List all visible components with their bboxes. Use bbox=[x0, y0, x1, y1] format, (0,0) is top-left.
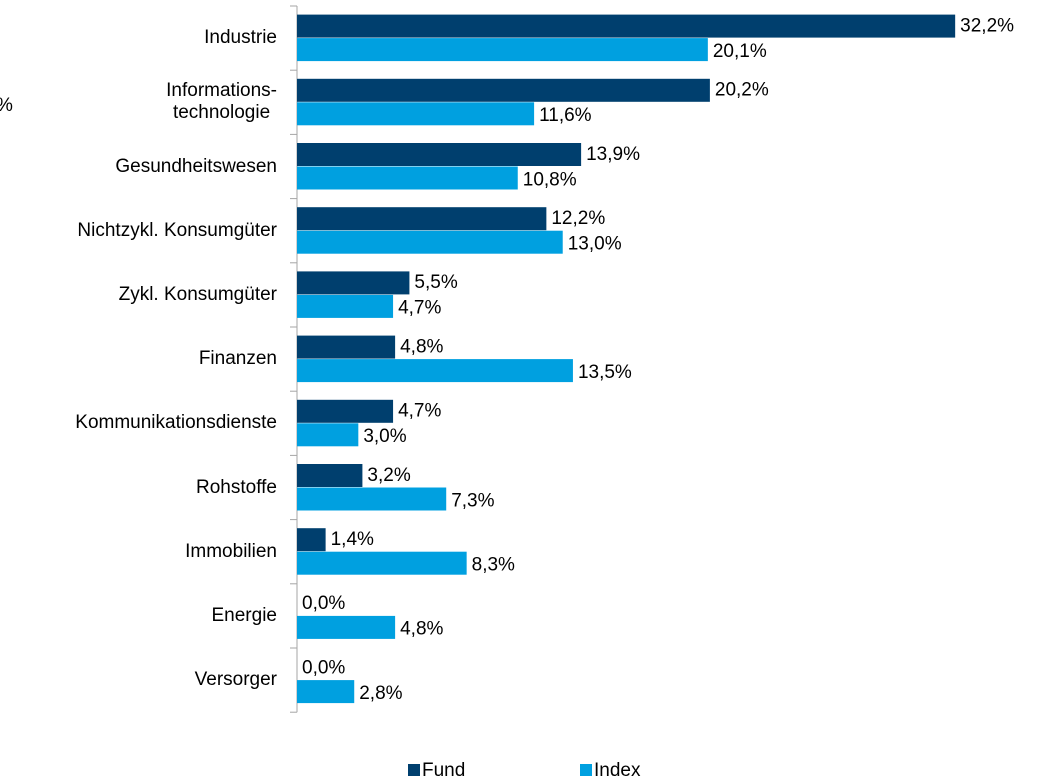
category-label: Zykl. Konsumgüter bbox=[118, 283, 277, 305]
value-label: 3,2% bbox=[367, 465, 410, 486]
value-label: 20,2% bbox=[715, 80, 769, 101]
category-label: Industrie bbox=[204, 27, 277, 49]
value-label: 4,8% bbox=[400, 619, 443, 640]
value-label: 2,8% bbox=[359, 683, 402, 704]
value-label: 13,5% bbox=[578, 362, 632, 383]
bar bbox=[297, 14, 956, 38]
category-label: Gesundheitswesen bbox=[115, 155, 277, 177]
value-label: 13,0% bbox=[568, 233, 622, 254]
value-label: 12,2% bbox=[551, 208, 605, 229]
category-label: Kommunikationsdienste bbox=[75, 412, 277, 434]
value-label: 3,0% bbox=[363, 426, 406, 447]
bar bbox=[297, 464, 363, 487]
value-label: 4,7% bbox=[398, 298, 441, 319]
value-label: 32,2% bbox=[960, 15, 1014, 36]
category-label: Rohstoffe bbox=[196, 476, 277, 498]
legend-swatch bbox=[580, 764, 592, 776]
bar bbox=[297, 294, 394, 318]
value-label: 4,8% bbox=[400, 336, 443, 357]
value-label: 7,3% bbox=[451, 490, 494, 511]
bar bbox=[297, 423, 359, 447]
legend-label: Fund bbox=[422, 760, 465, 781]
category-label: Informations- technologie bbox=[166, 80, 277, 124]
bar bbox=[297, 551, 467, 575]
value-label: 11,6% bbox=[539, 105, 592, 126]
annotation: % bbox=[0, 95, 13, 116]
value-label: 4,7% bbox=[398, 401, 441, 422]
bar bbox=[297, 359, 573, 383]
value-label: 1,4% bbox=[331, 529, 374, 550]
legend-swatch bbox=[408, 764, 420, 776]
bar bbox=[297, 399, 394, 423]
value-label: 20,1% bbox=[713, 41, 767, 62]
value-label: 10,8% bbox=[523, 169, 577, 190]
bar bbox=[297, 271, 410, 295]
category-label: Energie bbox=[211, 604, 278, 626]
value-label: 5,5% bbox=[414, 272, 457, 293]
bar bbox=[297, 615, 396, 639]
bar bbox=[297, 102, 535, 126]
bar bbox=[297, 528, 326, 552]
category-label: Finanzen bbox=[198, 348, 277, 370]
bar bbox=[297, 166, 518, 190]
bar bbox=[297, 335, 396, 359]
legend-label: Index bbox=[594, 760, 641, 781]
category-label: Nichtzykl. Konsumgüter bbox=[77, 219, 277, 241]
category-label: Immobilien bbox=[185, 540, 277, 562]
bar bbox=[297, 487, 447, 511]
value-label: 0,0% bbox=[302, 657, 345, 678]
bar bbox=[297, 230, 563, 254]
bar bbox=[297, 78, 710, 102]
category-label: Versorger bbox=[194, 669, 277, 691]
bar bbox=[297, 207, 547, 231]
value-label: 0,0% bbox=[302, 593, 345, 614]
bar bbox=[297, 680, 355, 704]
value-label: 13,9% bbox=[586, 144, 640, 165]
bar bbox=[297, 38, 708, 62]
bar bbox=[297, 143, 582, 166]
value-label: 8,3% bbox=[472, 554, 515, 575]
